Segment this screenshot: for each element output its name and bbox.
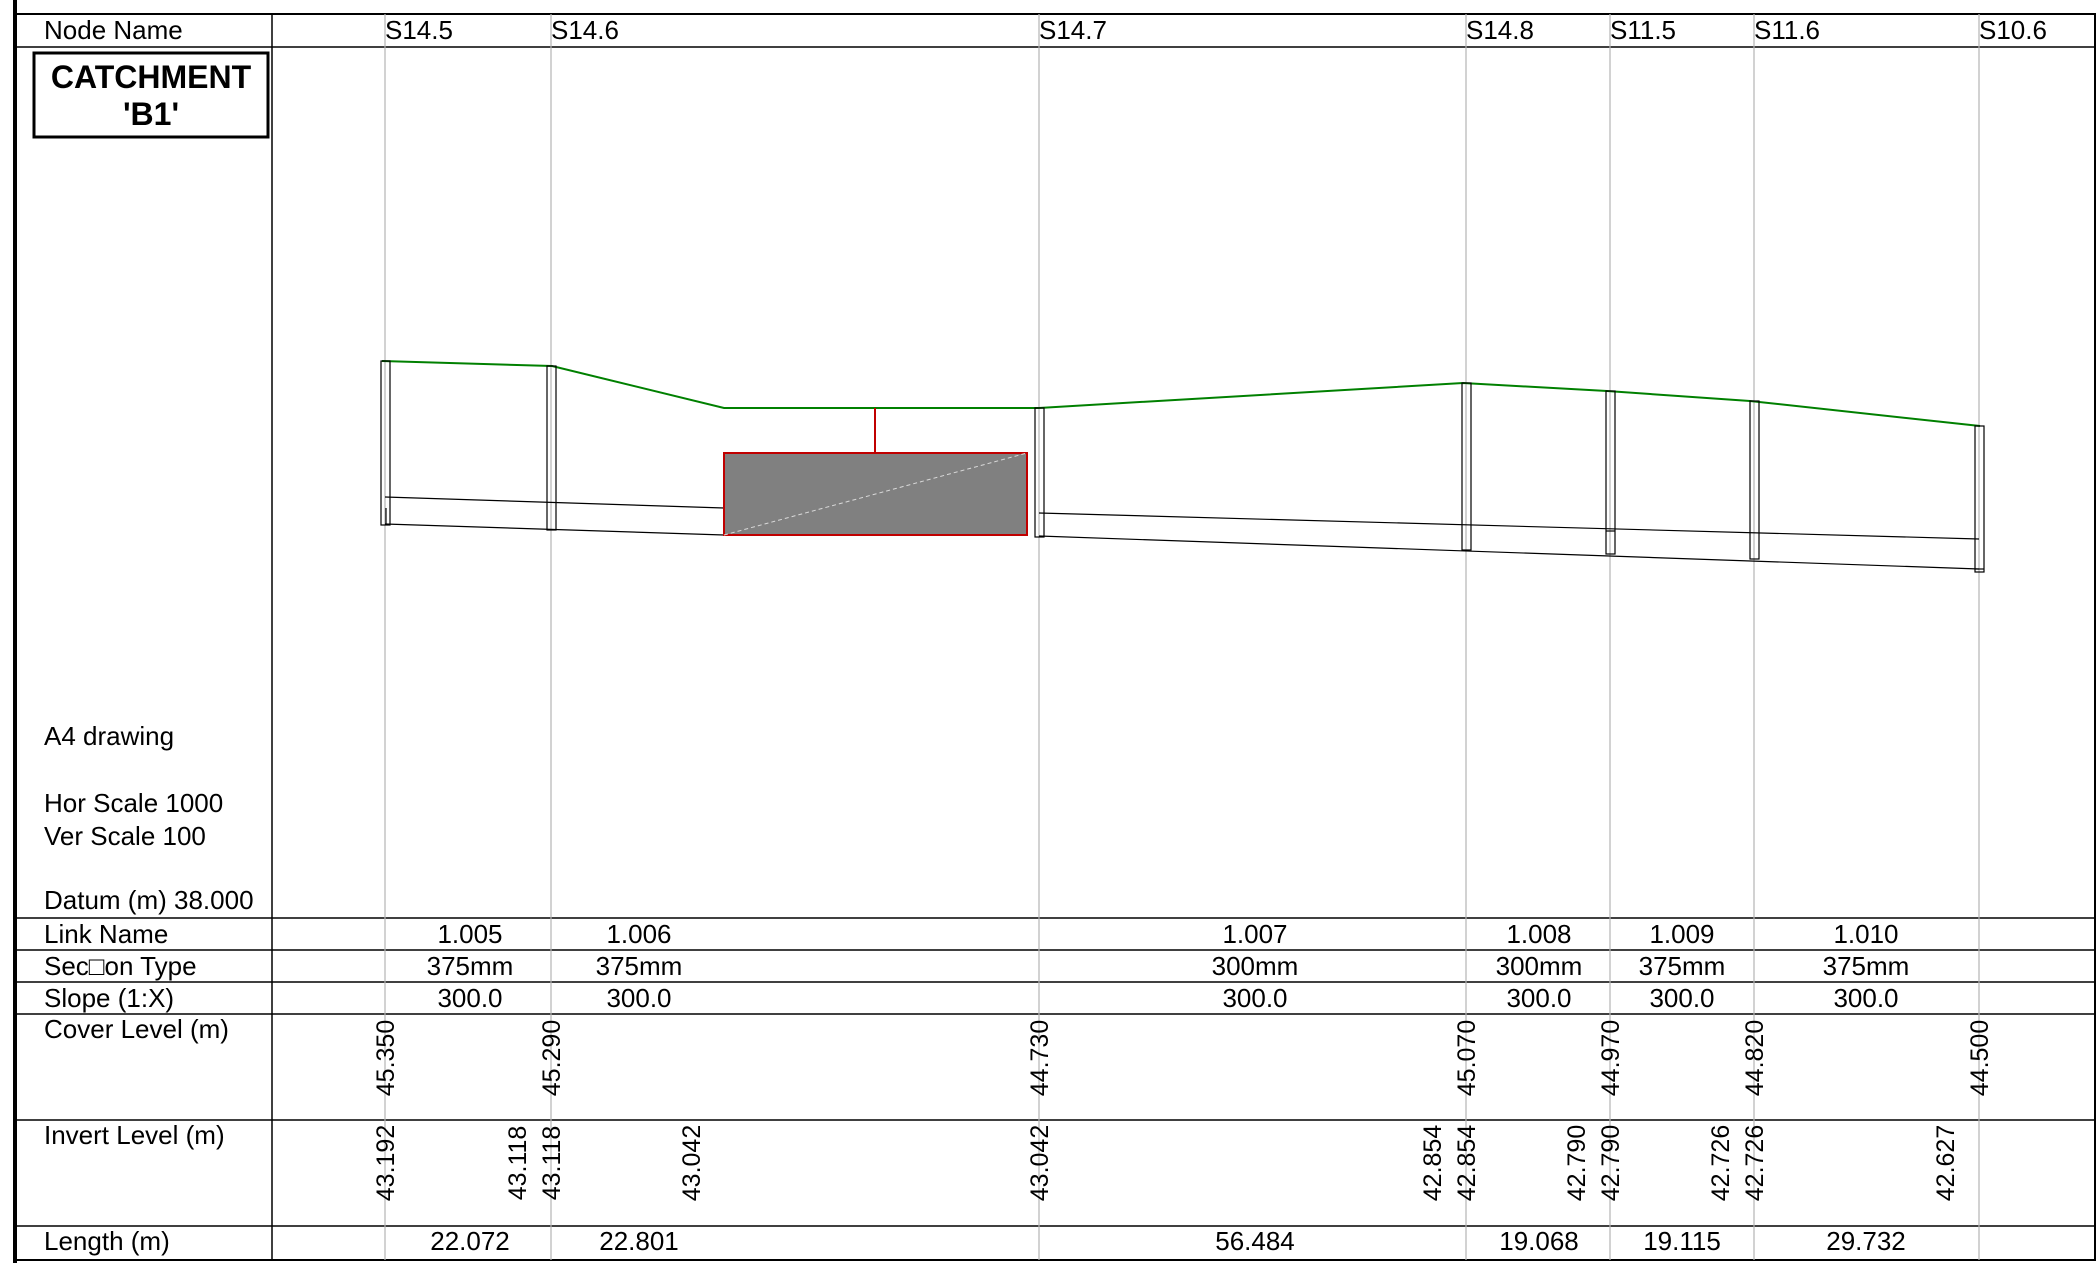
slope-value: 300.0 [1833, 983, 1898, 1013]
pipe-obvert-line [384, 496, 1980, 540]
invert-level-value: 43.192 [372, 1125, 400, 1201]
horizontal-scale-note: Hor Scale 1000 [44, 788, 223, 818]
invert-level-value: 43.118 [538, 1126, 566, 1201]
invert-level-value: 42.854 [1419, 1125, 1447, 1202]
length-value: 19.115 [1643, 1226, 1721, 1256]
node-name: S11.6 [1754, 15, 1820, 45]
catchment-title-line2: 'B1' [123, 96, 179, 132]
catchment-title-line1: CATCHMENT [51, 59, 252, 95]
cover-level-value: 44.970 [1597, 1020, 1625, 1096]
section-type-row: 375mm 375mm 300mm 300mm 375mm 375mm [427, 951, 1910, 981]
slope-value: 300.0 [1649, 983, 1714, 1013]
manhole-shafts [380, 360, 1985, 573]
node-gridlines [384, 14, 1980, 1260]
section-type: 375mm [1823, 951, 1910, 981]
row-separators [14, 46, 2095, 1227]
invert-level-value: 42.790 [1597, 1125, 1625, 1201]
cover-level-row: 45.350 45.290 44.730 45.070 44.970 44.82… [372, 1020, 1994, 1096]
link-name: 1.005 [437, 919, 502, 949]
length-value: 29.732 [1826, 1226, 1906, 1256]
link-name: 1.009 [1649, 919, 1714, 949]
manhole [546, 365, 557, 531]
node-name: S10.6 [1979, 15, 2047, 45]
manhole [1461, 382, 1472, 551]
manhole [1605, 390, 1616, 555]
cover-level-value: 45.290 [538, 1020, 566, 1096]
slope-value: 300.0 [1222, 983, 1287, 1013]
node-name-row: S14.5 S14.6 S14.7 S14.8 S11.5 S11.6 S10.… [385, 15, 2047, 45]
cover-level-value: 45.070 [1453, 1020, 1481, 1096]
section-type: 375mm [596, 951, 683, 981]
length-value: 22.072 [430, 1226, 510, 1256]
link-name-label: Link Name [44, 919, 168, 949]
vertical-scale-note: Ver Scale 100 [44, 821, 206, 851]
slope-value: 300.0 [437, 983, 502, 1013]
node-name: S11.5 [1610, 15, 1676, 45]
length-value: 56.484 [1215, 1226, 1295, 1256]
invert-level-value: 43.118 [504, 1126, 532, 1201]
node-name: S14.6 [551, 15, 619, 45]
section-type: 375mm [427, 951, 514, 981]
invert-level-value: 43.042 [678, 1125, 706, 1201]
length-row: 22.072 22.801 56.484 19.068 19.115 29.73… [430, 1226, 1906, 1256]
node-name: S14.8 [1466, 15, 1534, 45]
manhole [1749, 400, 1760, 560]
cover-level-value: 44.730 [1026, 1020, 1054, 1096]
sheet-border [13, 13, 2096, 1261]
cover-level-label: Cover Level (m) [44, 1014, 229, 1044]
link-name-row: 1.005 1.006 1.007 1.008 1.009 1.010 [437, 919, 1898, 949]
section-type: 375mm [1639, 951, 1726, 981]
section-type: 300mm [1212, 951, 1299, 981]
pipe-invert-line [384, 523, 1980, 570]
cover-level-value: 45.350 [372, 1020, 400, 1096]
invert-level-value: 42.726 [1707, 1125, 1735, 1201]
slope-label: Slope (1:X) [44, 983, 174, 1013]
invert-level-value: 42.790 [1563, 1125, 1591, 1201]
section-type: 300mm [1496, 951, 1583, 981]
manhole [1034, 407, 1045, 538]
length-value: 19.068 [1499, 1226, 1579, 1256]
length-value: 22.801 [599, 1226, 679, 1256]
node-name: S14.5 [385, 15, 453, 45]
invert-level-label: Invert Level (m) [44, 1120, 225, 1150]
sheet-size-note: A4 drawing [44, 721, 174, 751]
invert-level-value: 42.726 [1741, 1125, 1769, 1201]
invert-level-value: 42.627 [1932, 1125, 1960, 1201]
storage-tank-hatch [723, 452, 1028, 536]
node-name-label: Node Name [44, 15, 183, 45]
node-name: S14.7 [1039, 15, 1107, 45]
cover-level-value: 44.500 [1966, 1020, 1994, 1096]
slope-value: 300.0 [606, 983, 671, 1013]
datum-note: Datum (m) 38.000 [44, 885, 254, 915]
catchment-title-box [32, 51, 270, 139]
invert-level-value: 42.854 [1453, 1125, 1481, 1202]
section-type-label: Sec□on Type [44, 951, 197, 981]
length-label: Length (m) [44, 1226, 170, 1256]
link-name: 1.008 [1506, 919, 1571, 949]
link-name: 1.007 [1222, 919, 1287, 949]
link-name: 1.006 [606, 919, 671, 949]
slope-row: 300.0 300.0 300.0 300.0 300.0 300.0 [437, 983, 1898, 1013]
invert-level-row: 43.192 43.118 43.118 43.042 43.042 42.85… [372, 1125, 1960, 1202]
cover-level-value: 44.820 [1741, 1020, 1769, 1096]
slope-value: 300.0 [1506, 983, 1571, 1013]
invert-level-value: 43.042 [1026, 1125, 1054, 1201]
ground-level-line [381, 360, 1981, 427]
manhole [1974, 425, 1985, 573]
link-name: 1.010 [1833, 919, 1898, 949]
